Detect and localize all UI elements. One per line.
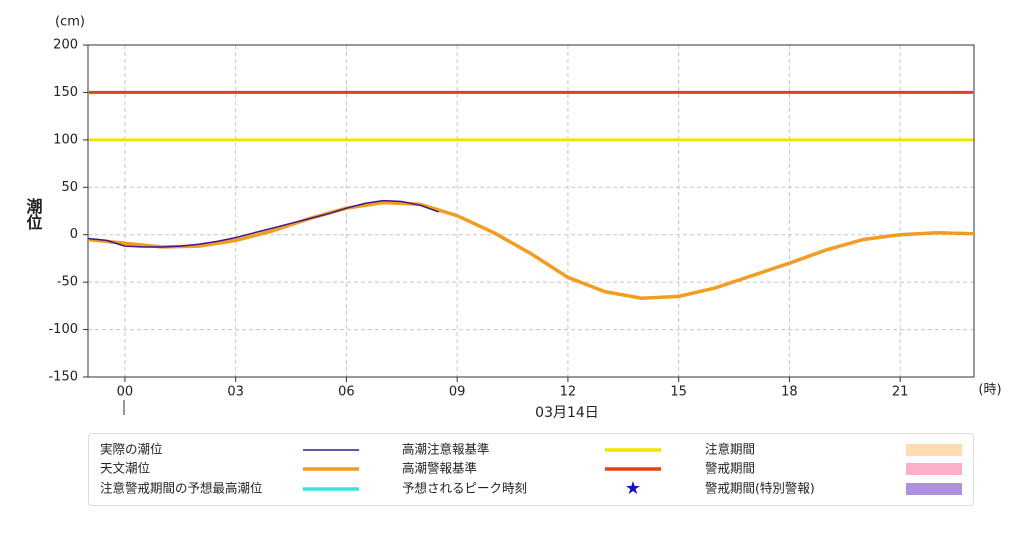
- plot-frame: [87, 44, 975, 378]
- y-tick-label: 200: [53, 38, 78, 53]
- x-tick-label: 09: [449, 385, 466, 400]
- legend-label: 注意警戒期間の予想最高潮位: [100, 481, 263, 496]
- legend-label: 高潮警報基準: [402, 461, 477, 476]
- legend-swatch: [906, 444, 962, 456]
- legend-label: 予想されるピーク時刻: [402, 481, 527, 496]
- legend-label: 注意期間: [705, 442, 755, 457]
- date-label: 03月14日: [535, 405, 599, 421]
- x-tick-label: 15: [670, 385, 687, 400]
- x-tick-label: 21: [892, 385, 909, 400]
- y-axis-label: 潮位: [24, 197, 43, 231]
- legend-swatch: [906, 483, 962, 495]
- x-unit: (時): [978, 383, 1001, 398]
- x-tick-label: 12: [560, 385, 577, 400]
- y-tick-label: 100: [53, 132, 78, 147]
- legend-swatch: [906, 463, 962, 475]
- x-tick-label: 06: [338, 385, 355, 400]
- series-line: [87, 200, 975, 301]
- x-tick-label: 00: [117, 385, 134, 400]
- legend-label: 警戒期間(特別警報): [705, 481, 815, 496]
- legend-label: 高潮注意報基準: [402, 442, 490, 457]
- y-tick-label: -150: [48, 370, 78, 385]
- y-tick-label: -50: [57, 275, 78, 290]
- y-unit: (cm): [55, 15, 85, 30]
- legend-swatch: ★: [625, 478, 641, 499]
- y-tick-label: 50: [61, 180, 78, 195]
- y-tick-label: 150: [53, 85, 78, 100]
- y-tick-label: -100: [48, 322, 78, 337]
- x-tick-label: 18: [781, 385, 798, 400]
- series-line: [87, 199, 439, 248]
- y-tick-label: 0: [70, 227, 78, 242]
- legend-label: 実際の潮位: [100, 442, 163, 457]
- x-tick-label: 03: [227, 385, 244, 400]
- legend-label: 警戒期間: [705, 461, 755, 476]
- legend-label: 天文潮位: [100, 461, 150, 476]
